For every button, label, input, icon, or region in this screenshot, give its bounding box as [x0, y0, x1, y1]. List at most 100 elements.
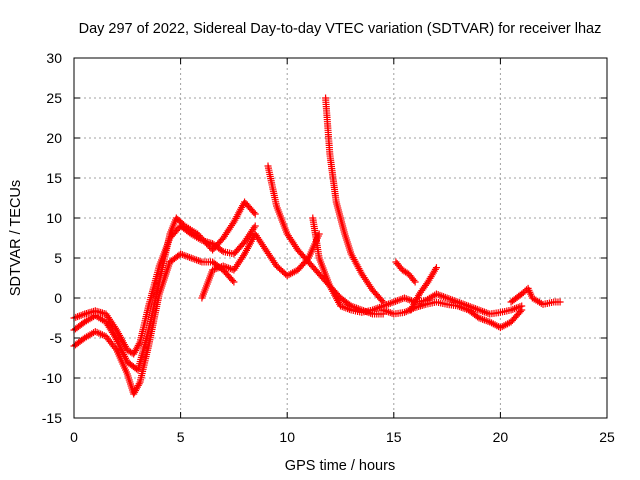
data-marks: [70, 94, 564, 398]
data-point: [144, 304, 152, 312]
data-point: [340, 228, 348, 236]
data-point: [441, 293, 449, 301]
data-point: [302, 255, 310, 263]
y-tick-label: 10: [46, 210, 62, 226]
y-tick-label: -5: [50, 330, 63, 346]
y-tick-label: -15: [42, 410, 62, 426]
data-point: [174, 225, 182, 233]
data-point: [178, 219, 186, 227]
data-point: [197, 233, 205, 241]
data-point: [516, 308, 524, 315]
data-point: [431, 265, 439, 273]
chart-title: Day 297 of 2022, Sidereal Day-to-day VTE…: [79, 21, 602, 37]
data-point: [398, 309, 406, 317]
data-point: [378, 297, 386, 304]
data-point: [421, 281, 429, 289]
data-point: [134, 341, 142, 349]
data-point: [473, 305, 481, 313]
x-tick-label: 25: [599, 429, 615, 445]
data-point: [452, 302, 460, 310]
x-axis-label: GPS time / hours: [285, 458, 395, 474]
series-track-11: [507, 284, 564, 308]
data-point: [332, 196, 340, 204]
data-point: [165, 232, 173, 240]
data-point: [238, 241, 246, 249]
data-point: [280, 269, 288, 277]
data-point: [345, 305, 353, 313]
data-point: [554, 298, 562, 306]
data-point: [155, 280, 163, 288]
data-point: [272, 200, 280, 208]
data-point: [79, 311, 87, 319]
data-point: [78, 320, 86, 328]
data-point: [410, 276, 418, 284]
data-point: [325, 280, 333, 288]
data-point: [441, 300, 449, 308]
data-point: [250, 224, 258, 232]
data-point: [111, 344, 119, 352]
data-point: [313, 267, 321, 275]
data-point: [200, 236, 208, 244]
data-point: [110, 343, 118, 351]
y-tick-label: 20: [46, 130, 62, 146]
data-point: [201, 238, 209, 246]
data-point: [472, 312, 480, 320]
x-tick-label: 20: [493, 429, 509, 445]
data-point: [204, 241, 212, 249]
data-point: [174, 252, 182, 260]
data-point: [409, 275, 417, 283]
data-point: [135, 380, 143, 388]
data-point: [505, 306, 513, 314]
data-point: [185, 253, 193, 261]
data-point: [227, 275, 235, 283]
y-tick-label: 15: [46, 170, 62, 186]
series-track-3: [70, 198, 259, 374]
data-point: [377, 310, 385, 318]
x-tick-label: 0: [70, 429, 78, 445]
data-point: [218, 246, 226, 254]
series-track-9: [392, 258, 419, 286]
data-point: [78, 336, 86, 344]
series-track-5: [264, 162, 387, 318]
y-tick-label: -10: [42, 370, 62, 386]
data-point: [249, 207, 257, 215]
data-point: [388, 299, 396, 307]
axis-ticks: 0 5 10 15 20 25 -15 -10 -5 0 5 10 15 20 25 30: [42, 50, 615, 445]
series-track-7: [322, 94, 387, 306]
data-point: [195, 232, 203, 240]
series-track-10: [407, 264, 440, 314]
y-tick-label: 25: [46, 90, 62, 106]
data-point: [135, 340, 143, 348]
data-point: [198, 235, 206, 243]
data-point: [494, 309, 502, 317]
data-point: [144, 344, 152, 352]
data-point: [515, 309, 523, 317]
data-point: [376, 295, 384, 303]
data-point: [203, 240, 211, 248]
plot-frame: [73, 57, 608, 419]
data-point: [112, 334, 120, 342]
data-point: [396, 263, 404, 271]
data-point: [229, 220, 237, 228]
data-point: [515, 292, 523, 300]
data-point: [521, 287, 529, 295]
data-point: [144, 328, 152, 336]
y-axis-label: SDTVAR / TECUs: [8, 180, 24, 296]
data-point: [402, 268, 410, 276]
series-track-4: [198, 230, 323, 302]
data-point: [111, 324, 119, 332]
data-point: [366, 306, 374, 314]
y-tick-label: 0: [54, 290, 62, 306]
data-point: [134, 381, 142, 389]
data-point: [250, 209, 258, 216]
x-tick-label: 5: [177, 429, 185, 445]
data-point: [228, 265, 236, 273]
data-point: [239, 252, 247, 260]
data-point: [217, 237, 225, 245]
data-point: [216, 245, 224, 253]
data-point: [196, 257, 204, 265]
data-point: [420, 301, 428, 309]
data-point: [206, 258, 214, 266]
y-tick-label: 30: [46, 50, 62, 66]
